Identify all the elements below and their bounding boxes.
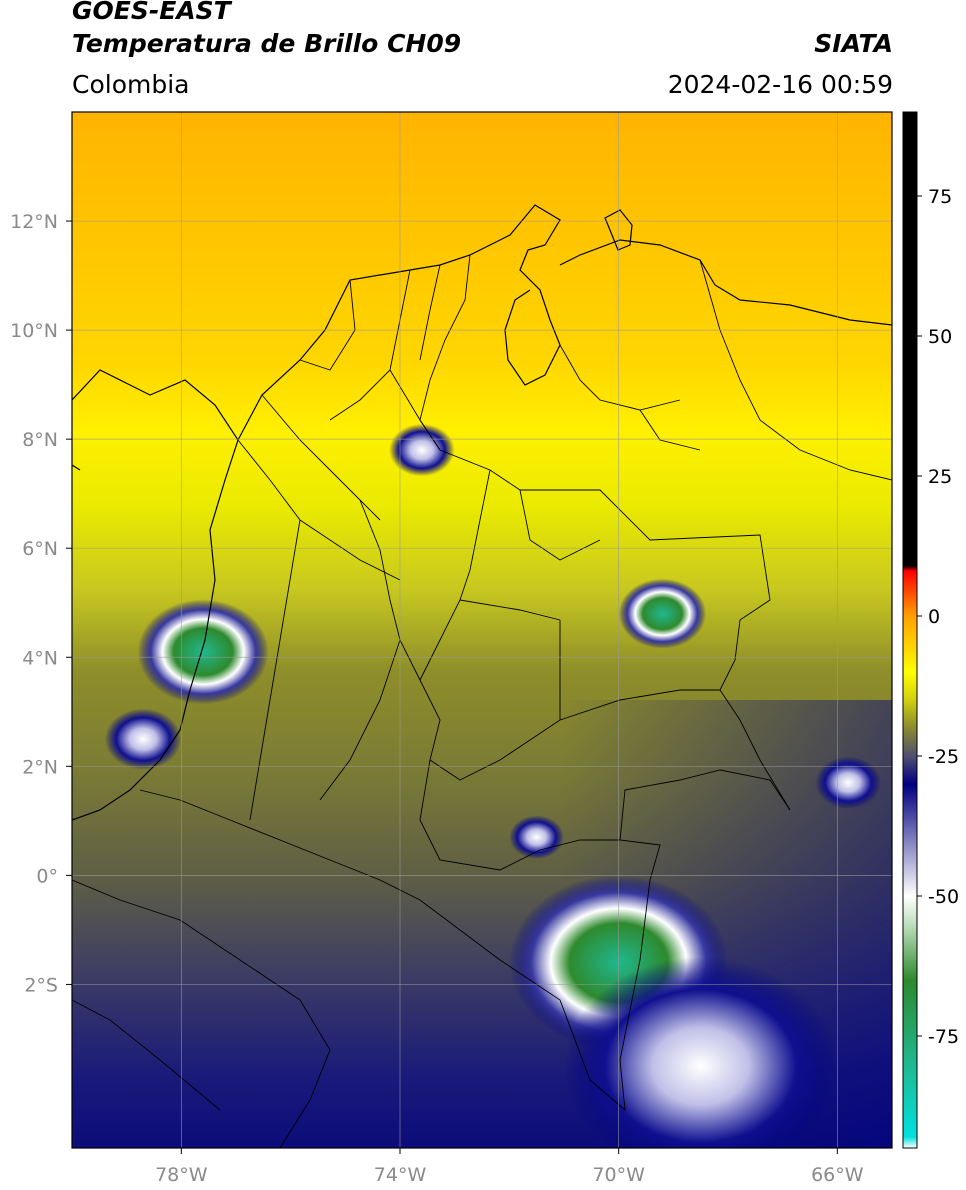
- pacific-coastline: [72, 439, 239, 821]
- lat-tick-label-6: 0°: [36, 865, 58, 887]
- lon-tick-label-3: 66°W: [811, 1164, 864, 1186]
- lat-tick-label-5: 2°N: [22, 756, 58, 778]
- datetime-label: 2024-02-16 00:59: [667, 70, 893, 99]
- map-frame: [71, 111, 893, 1149]
- lat-tick-label-1: 10°N: [10, 320, 58, 342]
- cloud-cluster-1: [104, 708, 182, 770]
- lat-tick-label-2: 8°N: [22, 429, 58, 451]
- lat-tick-label-0: 12°N: [10, 211, 58, 233]
- cb-tick-label-2: 25: [928, 466, 952, 488]
- axis-ticks: 78°W 74°W 70°W 66°W 12°N 10°N 8°N 6°N 4°N 2°N 0° 2°…: [10, 211, 864, 1186]
- product-title: Temperatura de Brillo CH09: [72, 29, 462, 58]
- ecuador-peru: [72, 879, 331, 1148]
- colorbar-frame: [902, 111, 918, 1149]
- colorbar-ticks: 75 50 25 0 -25 -50 -75: [917, 186, 959, 1048]
- lon-tick-label-0: 78°W: [155, 1164, 208, 1186]
- satellite-title: GOES-EAST: [72, 0, 231, 25]
- colombia-peru-border: [139, 789, 626, 1111]
- colombia-venezuela-border: [419, 254, 791, 811]
- political-borders: [72, 254, 892, 1148]
- cloud-cluster-3: [618, 578, 707, 649]
- organization-label: SIATA: [814, 29, 893, 58]
- lon-tick-label-1: 74°W: [374, 1164, 427, 1186]
- graticule: [72, 112, 892, 1148]
- cb-tick-label-3: 0: [928, 606, 940, 628]
- cloud-cluster-7: [815, 756, 882, 809]
- cb-tick-label-4: -25: [928, 746, 959, 768]
- lat-tick-label-3: 6°N: [22, 538, 58, 560]
- caribbean-coastline: [72, 204, 561, 442]
- colombia-brazil-border: [619, 769, 791, 1111]
- paraguana-peninsula: [604, 209, 633, 251]
- satellite-imagery: [72, 112, 892, 1148]
- convective-clouds: [104, 423, 882, 1148]
- venezuela-coastline: [559, 239, 892, 326]
- coastlines: [72, 204, 892, 821]
- cb-tick-label-6: -75: [928, 1026, 959, 1048]
- cloud-cluster-5: [564, 956, 838, 1148]
- lat-tick-label-7: 2°S: [24, 974, 58, 996]
- cb-tick-label-5: -50: [928, 886, 959, 908]
- cb-tick-label-0: 75: [928, 186, 952, 208]
- region-label: Colombia: [72, 70, 190, 99]
- cloud-cluster-0: [137, 599, 269, 705]
- colorbar: [903, 112, 917, 1148]
- departments: [237, 264, 720, 871]
- lon-tick-label-2: 70°W: [592, 1164, 645, 1186]
- cloud-cluster-6: [509, 815, 564, 860]
- cb-tick-label-1: 50: [928, 326, 952, 348]
- lat-tick-label-4: 4°N: [22, 647, 58, 669]
- cloud-cluster-2: [389, 423, 455, 477]
